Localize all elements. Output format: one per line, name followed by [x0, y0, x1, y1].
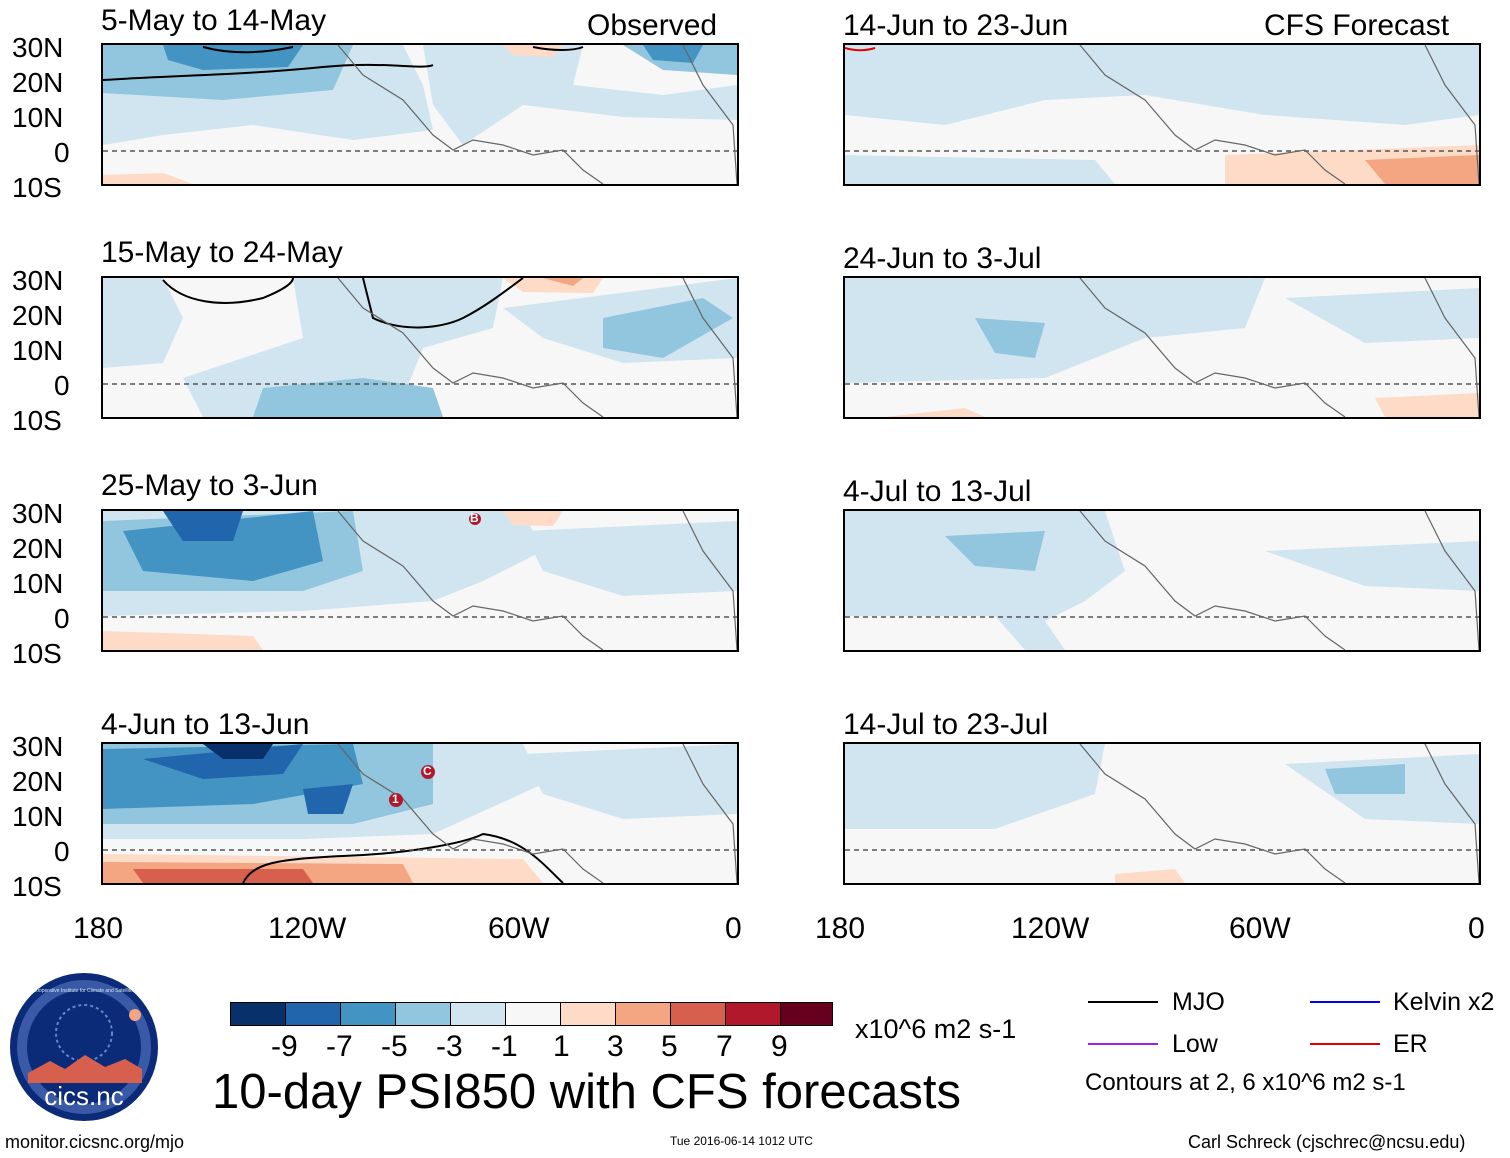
- map-panel-observed-4: 1 C: [101, 742, 739, 885]
- panel-title-l3: 25-May to 3-Jun: [101, 469, 318, 502]
- colorbar-tick: 9: [771, 1030, 788, 1063]
- lat-10s: 10S: [12, 638, 62, 669]
- colorbar-tick: 3: [607, 1030, 624, 1063]
- lon-120w-left: 120W: [268, 912, 347, 945]
- lat-10s: 10S: [12, 172, 62, 203]
- lat-20n: 20N: [12, 67, 64, 98]
- map-panel-forecast-4: [843, 742, 1481, 885]
- colorbar-swatch-10: [780, 1002, 833, 1026]
- colorbar-swatch-5: [505, 1002, 561, 1026]
- mjo-line: [1088, 1001, 1158, 1003]
- colorbar-tick: -7: [326, 1030, 353, 1063]
- lat-10s: 10S: [12, 871, 62, 902]
- colorbar-tick: -1: [491, 1030, 518, 1063]
- colorbar-swatch-6: [560, 1002, 616, 1026]
- lon-0-left: 0: [725, 912, 742, 945]
- colorbar-tick: -5: [381, 1030, 408, 1063]
- footer-timestamp: Tue 2016-06-14 1012 UTC: [670, 1134, 813, 1148]
- storm-marker-b: [469, 513, 481, 525]
- low-label: Low: [1172, 1030, 1218, 1058]
- colorbar-tick: -3: [436, 1030, 463, 1063]
- lat-30n: 30N: [12, 498, 64, 529]
- panel-title-l1: 5-May to 14-May: [101, 4, 327, 37]
- lat-10n: 10N: [12, 801, 64, 832]
- footer-author: Carl Schreck (cjschrec@ncsu.edu): [1188, 1132, 1466, 1152]
- colorbar-tick: 1: [553, 1030, 570, 1063]
- lat-30n: 30N: [12, 731, 64, 762]
- kelvin-label: Kelvin x2: [1393, 988, 1495, 1016]
- storm-marker-1-label: 1: [392, 792, 399, 806]
- storm-marker-c-label: C: [423, 764, 432, 778]
- colorbar-swatch-1: [285, 1002, 341, 1026]
- storm-marker-b-label: B: [470, 511, 479, 525]
- logo-ring-text: Cooperative Institute for Climate and Sa…: [32, 988, 136, 994]
- colorbar-swatch-7: [615, 1002, 671, 1026]
- colorbar-unit: x10^6 m2 s-1: [855, 1014, 1017, 1044]
- panel-title-r4: 14-Jul to 23-Jul: [843, 708, 1049, 741]
- lat-0: 0: [54, 137, 70, 168]
- panel-title-r3: 4-Jul to 13-Jul: [843, 475, 1032, 508]
- colorbar-tick: 5: [661, 1030, 678, 1063]
- er-label: ER: [1393, 1030, 1428, 1058]
- colorbar-swatch-8: [670, 1002, 726, 1026]
- lat-0: 0: [54, 836, 70, 867]
- panel-title-l4: 4-Jun to 13-Jun: [101, 708, 310, 741]
- kelvin-line: [1310, 1001, 1380, 1003]
- lat-10n: 10N: [12, 335, 64, 366]
- lat-0: 0: [54, 603, 70, 634]
- lat-20n: 20N: [12, 533, 64, 564]
- colorbar-swatch-3: [395, 1002, 451, 1026]
- lat-30n: 30N: [12, 265, 64, 296]
- lon-60w-right: 60W: [1229, 912, 1291, 945]
- colorbar-swatch-4: [450, 1002, 506, 1026]
- lon-180-right: 180: [815, 912, 866, 945]
- storm-marker-1: [389, 793, 403, 807]
- colorbar-swatch-0: [230, 1002, 286, 1026]
- colorbar-tick: -9: [271, 1030, 298, 1063]
- footer-url: monitor.cicsnc.org/mjo: [5, 1132, 185, 1152]
- lon-120w-right: 120W: [1011, 912, 1090, 945]
- cics-logo: Cooperative Institute for Climate and Sa…: [10, 973, 158, 1121]
- lon-60w-left: 60W: [488, 912, 550, 945]
- map-panel-forecast-3: [843, 509, 1481, 652]
- figure-title: 10-day PSI850 with CFS forecasts: [212, 1065, 961, 1119]
- lat-30n: 30N: [12, 32, 64, 63]
- mjo-label: MJO: [1172, 988, 1225, 1016]
- colorbar-swatch-2: [340, 1002, 396, 1026]
- lat-10s: 10S: [12, 405, 62, 436]
- low-line: [1088, 1043, 1158, 1045]
- lat-10n: 10N: [12, 102, 64, 133]
- map-panel-forecast-1: [843, 43, 1481, 186]
- lat-20n: 20N: [12, 300, 64, 331]
- contour-note: Contours at 2, 6 x10^6 m2 s-1: [1085, 1069, 1406, 1096]
- map-panel-observed-3: B: [101, 509, 739, 652]
- map-panel-observed-2: [101, 276, 739, 419]
- panel-title-r1: 14-Jun to 23-Jun: [843, 9, 1069, 42]
- map-panel-forecast-2: [843, 276, 1481, 419]
- map-panel-observed-1: [101, 43, 739, 186]
- panel-title-r2: 24-Jun to 3-Jul: [843, 242, 1042, 275]
- observed-header: Observed: [587, 9, 718, 42]
- cfs-forecast-header: CFS Forecast: [1264, 9, 1450, 42]
- lon-0-right: 0: [1468, 912, 1485, 945]
- panel-title-l2: 15-May to 24-May: [101, 236, 343, 269]
- colorbar-swatch-9: [725, 1002, 781, 1026]
- storm-marker-c: [421, 765, 435, 779]
- colorbar-tick: 7: [716, 1030, 733, 1063]
- lat-10n: 10N: [12, 568, 64, 599]
- lat-0: 0: [54, 370, 70, 401]
- lat-20n: 20N: [12, 766, 64, 797]
- logo-text: cics.nc: [44, 1081, 124, 1111]
- er-line: [1310, 1043, 1380, 1045]
- lon-180-left: 180: [73, 912, 124, 945]
